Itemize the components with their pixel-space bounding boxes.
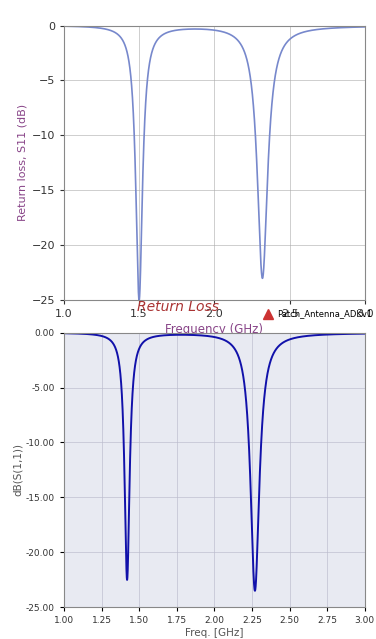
Text: Patch_Antenna_ADKv1: Patch_Antenna_ADKv1 <box>277 309 373 318</box>
Text: Return Loss: Return Loss <box>137 300 219 314</box>
Text: (a): (a) <box>205 369 224 382</box>
Y-axis label: dB(S(1,1)): dB(S(1,1)) <box>13 443 23 497</box>
Y-axis label: Return loss, S11 (dB): Return loss, S11 (dB) <box>17 104 27 221</box>
X-axis label: Frequency (GHz): Frequency (GHz) <box>165 323 263 336</box>
X-axis label: Freq. [GHz]: Freq. [GHz] <box>185 628 244 638</box>
